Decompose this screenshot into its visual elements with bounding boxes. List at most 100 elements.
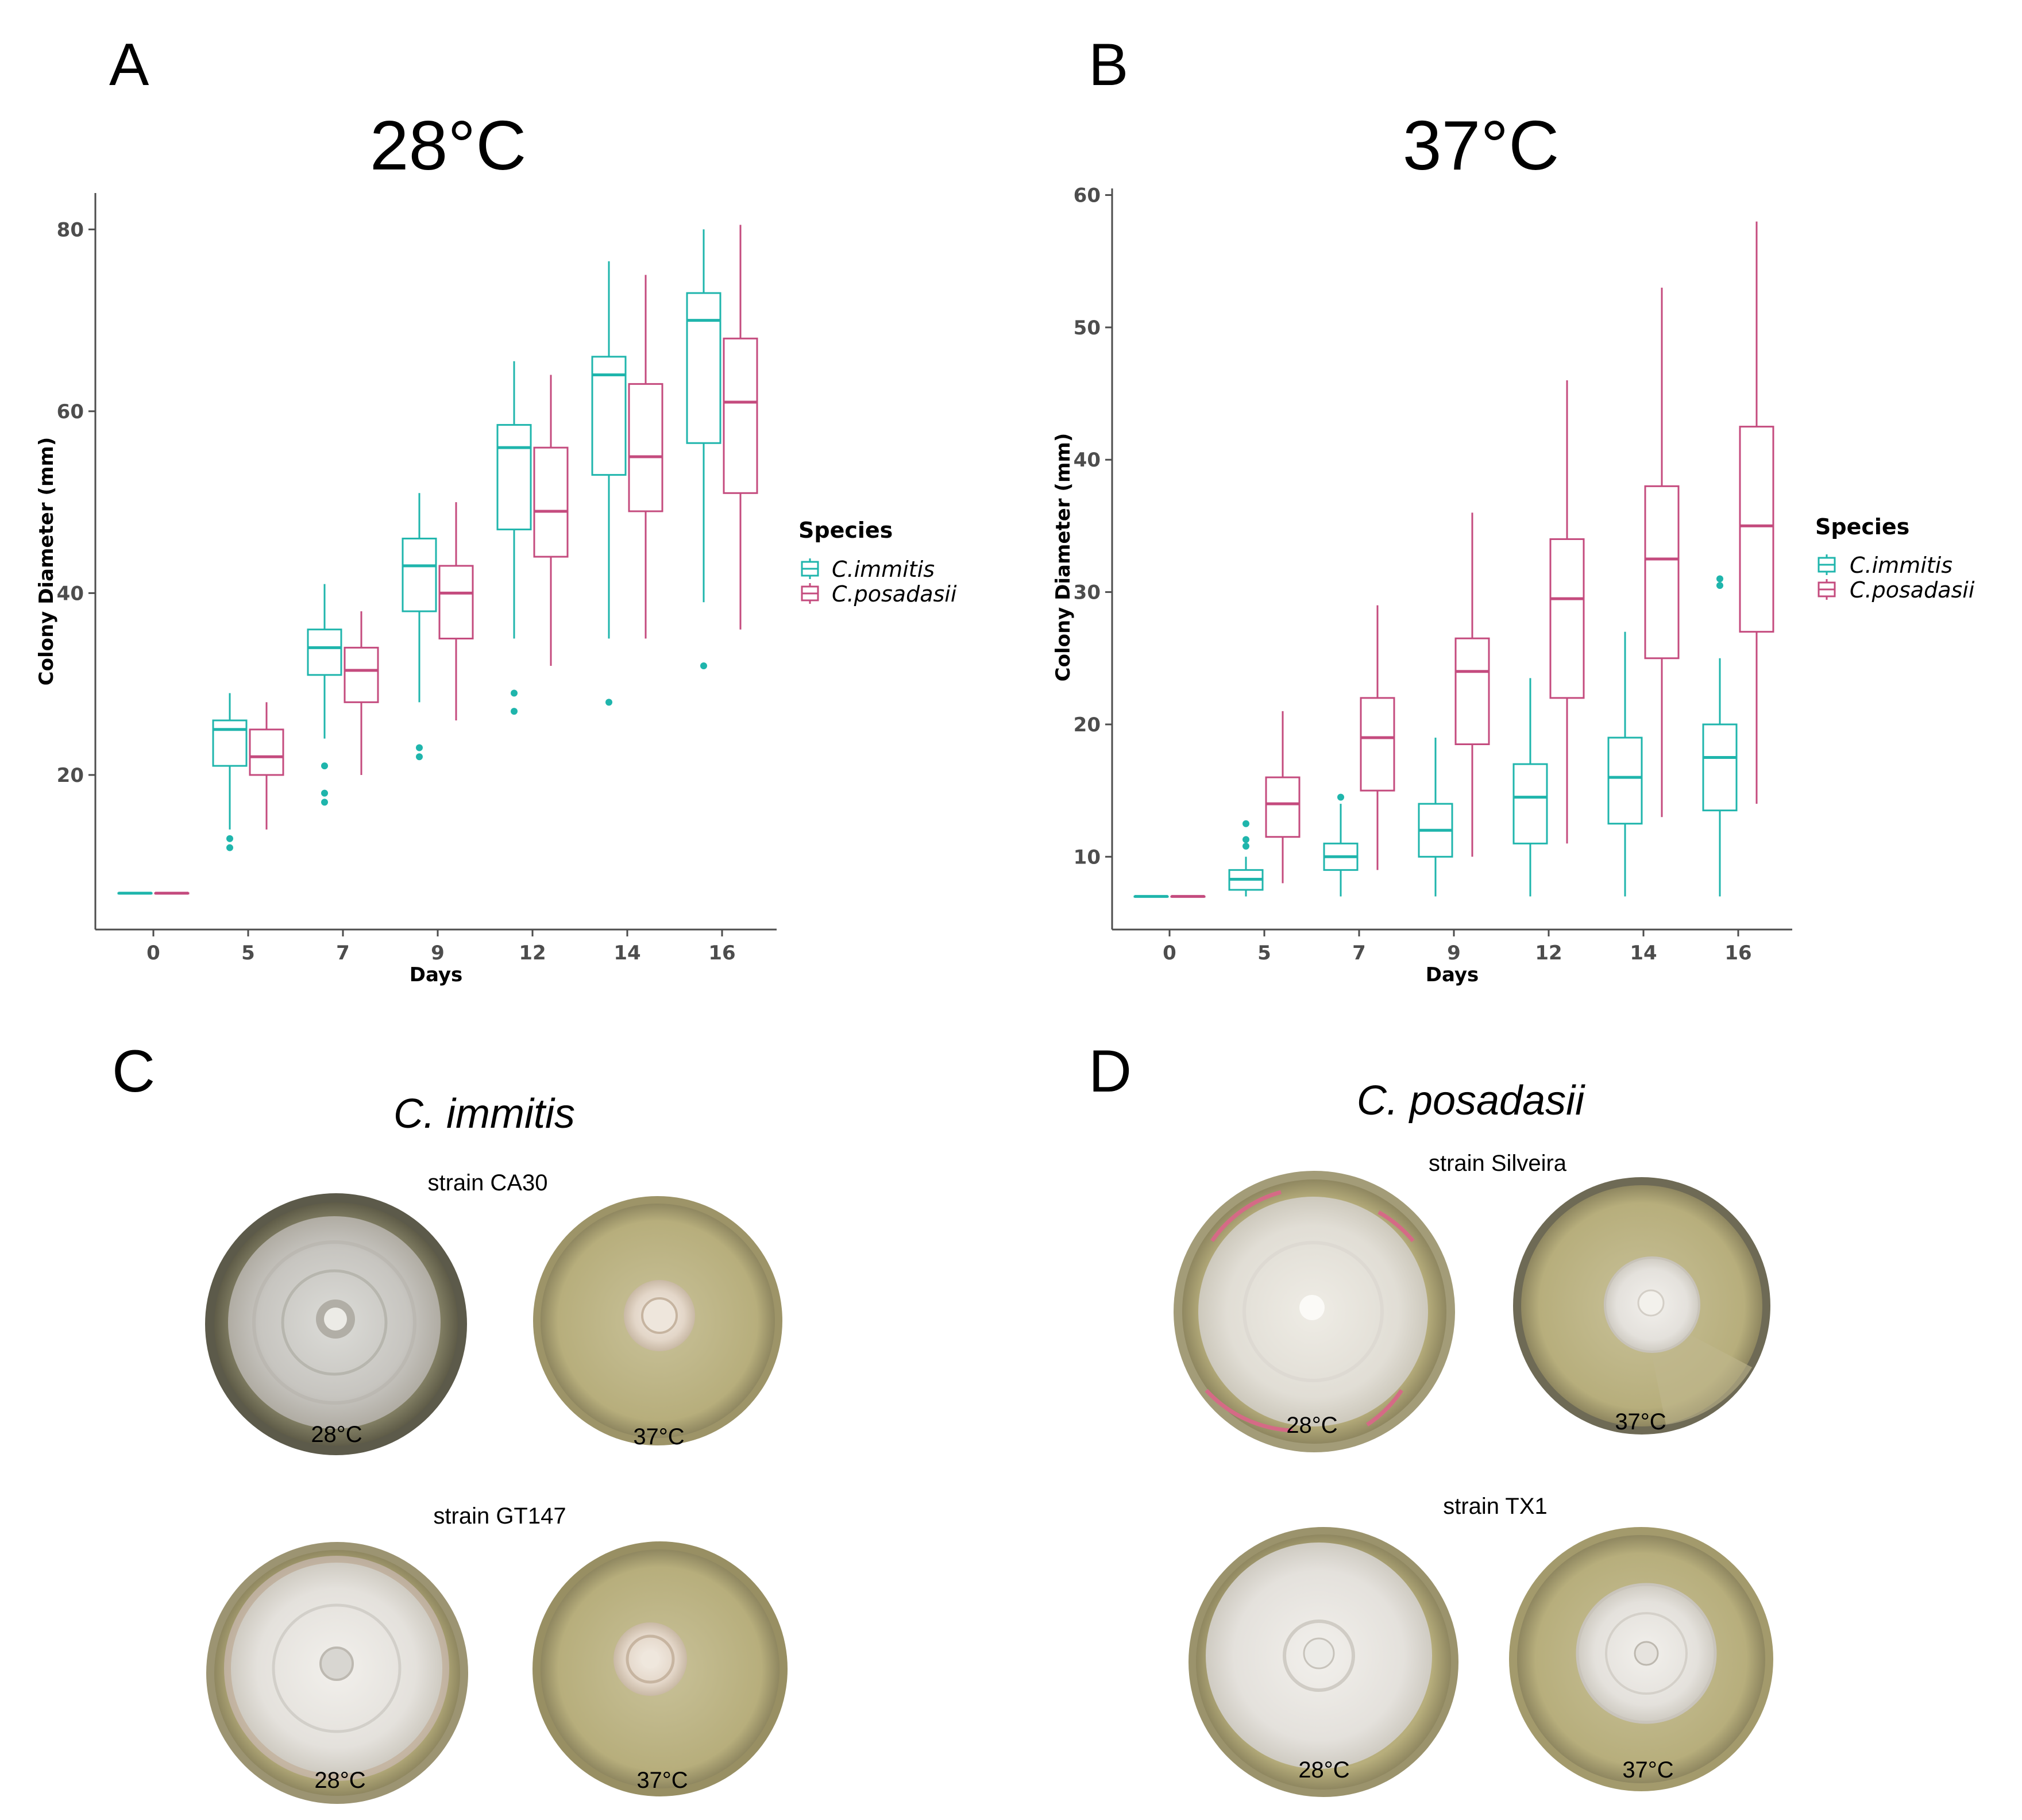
x-tick-label: 5	[241, 942, 255, 965]
outlier-point	[321, 799, 328, 806]
strain-label-silveira: strain Silveira	[1429, 1151, 1567, 1176]
x-tick-label: 0	[146, 942, 160, 965]
box-body	[212, 719, 248, 767]
box-posadasii-day-0	[1170, 894, 1206, 898]
box-immitis-day-0	[1133, 894, 1169, 898]
temp-label-gt147-28c: 28°C	[314, 1768, 365, 1793]
strain-label-gt147: strain GT147	[433, 1503, 566, 1529]
x-tick-label: 5	[1257, 942, 1271, 965]
box-immitis-day-9	[402, 493, 437, 761]
box-immitis-day-12	[496, 361, 532, 715]
x-tick-label: 16	[1724, 942, 1751, 965]
outlier-point	[416, 744, 423, 751]
boxes-37c	[1133, 221, 1774, 898]
temp-label-tx1-28c: 28°C	[1298, 1757, 1349, 1783]
box-posadasii-day-14	[628, 275, 663, 639]
x-ticks-37c: 0 5 7 9 12 14 16	[1163, 930, 1752, 965]
box-body	[1644, 485, 1680, 660]
legend-28c: Species C.immitis C.posadasii	[798, 518, 957, 607]
x-tick-label: 9	[1447, 942, 1461, 965]
temp-label-tx1-37c: 37°C	[1622, 1757, 1673, 1783]
strain-label-tx1: strain TX1	[1443, 1494, 1548, 1519]
panel-letter-d: D	[1089, 1038, 1132, 1105]
box-body	[1265, 776, 1301, 838]
box-posadasii-day-5	[249, 702, 284, 830]
species-title-posadasii: C. posadasii	[1357, 1078, 1585, 1124]
box-body	[591, 356, 627, 476]
x-tick-label: 12	[1535, 942, 1562, 965]
temp-label-ca30-28c: 28°C	[311, 1422, 362, 1447]
box-posadasii-day-0	[154, 892, 190, 895]
plate-tx1-37c	[1509, 1527, 1773, 1791]
chart-title-28c: 28°C	[370, 106, 527, 184]
box-body	[628, 383, 663, 512]
y-tick-label: 10	[1074, 846, 1101, 869]
box-immitis-day-16	[686, 229, 721, 670]
outlier-point	[1716, 582, 1723, 589]
box-body	[1454, 637, 1490, 745]
box-immitis-day-14	[591, 261, 627, 706]
x-ticks-28c: 0 5 7 9 12 14 16	[146, 930, 736, 965]
box-body	[1360, 697, 1395, 792]
photos-posadasii: C. posadasii strain Silveira 28°C 37°C s…	[1174, 1078, 1773, 1797]
box-body	[344, 646, 379, 703]
chart-37c: 37°C 10 20 30 40 50 60 0 5 7 9 12 14 16 Days Colony…	[1052, 106, 1975, 986]
y-tick-label: 60	[1074, 184, 1101, 207]
temp-label-silveira-28c: 28°C	[1286, 1413, 1337, 1438]
legend-label-immitis-28c: C.immitis	[832, 557, 935, 582]
box-body	[249, 728, 284, 776]
y-tick-label: 40	[1074, 449, 1101, 472]
outlier-point	[321, 762, 328, 770]
outlier-point	[511, 689, 518, 697]
box-immitis-day-7	[307, 584, 342, 806]
box-immitis-day-16	[1702, 575, 1738, 897]
temp-label-silveira-37c: 37°C	[1615, 1409, 1666, 1435]
species-title-immitis: C. immitis	[393, 1091, 575, 1137]
outlier-point	[1337, 793, 1344, 801]
box-body	[1607, 737, 1643, 825]
plate-gt147-28c	[206, 1542, 468, 1804]
outlier-point	[226, 844, 233, 851]
x-axis-label-37c: Days	[1426, 963, 1479, 986]
box-immitis-day-7	[1323, 793, 1359, 897]
x-axis-label-28c: Days	[410, 963, 463, 986]
y-tick-label: 20	[57, 764, 84, 787]
box-body	[686, 292, 721, 444]
panel-letter-c: C	[112, 1038, 155, 1105]
legend-key-immitis-37c	[1818, 554, 1836, 575]
box-posadasii-day-14	[1644, 287, 1680, 818]
box-posadasii-day-7	[1360, 605, 1395, 870]
box-body	[723, 337, 758, 494]
plate-silveira-37c	[1513, 1177, 1770, 1435]
box-posadasii-day-12	[1549, 380, 1585, 844]
box-posadasii-day-9	[438, 502, 474, 720]
box-body	[1739, 426, 1774, 633]
box-posadasii-day-16	[1739, 221, 1774, 804]
panel-letter-b: B	[1089, 32, 1128, 98]
plate-gt147-37c	[532, 1541, 788, 1796]
boxes-28c	[117, 225, 758, 895]
box-immitis-day-5	[212, 693, 248, 851]
box-posadasii-day-16	[723, 225, 758, 630]
box-body	[307, 628, 342, 676]
box-body	[1702, 723, 1738, 812]
outlier-point	[1242, 842, 1249, 850]
y-tick-label: 30	[1074, 581, 1101, 604]
legend-title-37c: Species	[1815, 514, 1909, 539]
legend-key-posadasii-28c	[801, 583, 819, 604]
y-ticks-28c: 20 40 60 80	[57, 218, 95, 787]
plate-ca30-37c	[533, 1196, 782, 1445]
x-tick-label: 7	[336, 942, 350, 965]
temp-label-gt147-37c: 37°C	[636, 1768, 688, 1793]
outlier-point	[605, 699, 612, 706]
outlier-point	[700, 662, 707, 670]
outlier-point	[1242, 820, 1249, 827]
x-tick-label: 7	[1352, 942, 1366, 965]
temp-label-ca30-37c: 37°C	[633, 1424, 684, 1449]
legend-37c: Species C.immitis C.posadasii	[1815, 514, 1975, 603]
box-body	[1512, 763, 1548, 845]
chart-28c: 28°C 20 40 60 80 0 5 7 9 12 14 16 Days Colony Dia…	[35, 106, 957, 986]
plate-silveira-28c	[1174, 1171, 1455, 1452]
box-immitis-day-0	[117, 892, 153, 895]
